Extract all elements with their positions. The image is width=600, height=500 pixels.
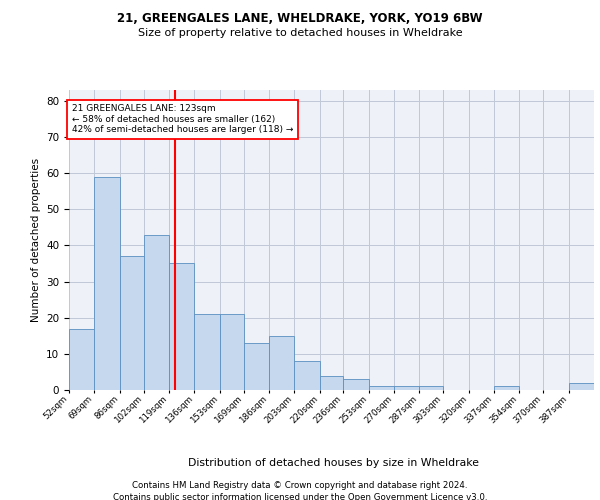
Bar <box>220 314 244 390</box>
Text: 21, GREENGALES LANE, WHELDRAKE, YORK, YO19 6BW: 21, GREENGALES LANE, WHELDRAKE, YORK, YO… <box>117 12 483 26</box>
Bar <box>169 264 194 390</box>
Bar <box>419 386 443 390</box>
Bar <box>569 383 594 390</box>
Bar <box>143 234 169 390</box>
Bar <box>94 176 120 390</box>
Bar <box>320 376 343 390</box>
Bar <box>244 343 269 390</box>
Bar <box>494 386 520 390</box>
Y-axis label: Number of detached properties: Number of detached properties <box>31 158 41 322</box>
Bar <box>194 314 220 390</box>
Bar <box>69 328 94 390</box>
Bar <box>269 336 294 390</box>
Text: Size of property relative to detached houses in Wheldrake: Size of property relative to detached ho… <box>137 28 463 38</box>
Bar <box>120 256 143 390</box>
Text: Distribution of detached houses by size in Wheldrake: Distribution of detached houses by size … <box>188 458 479 468</box>
Bar <box>394 386 419 390</box>
Bar <box>369 386 394 390</box>
Text: 21 GREENGALES LANE: 123sqm
← 58% of detached houses are smaller (162)
42% of sem: 21 GREENGALES LANE: 123sqm ← 58% of deta… <box>72 104 293 134</box>
Text: Contains public sector information licensed under the Open Government Licence v3: Contains public sector information licen… <box>113 492 487 500</box>
Text: Contains HM Land Registry data © Crown copyright and database right 2024.: Contains HM Land Registry data © Crown c… <box>132 481 468 490</box>
Bar <box>294 361 320 390</box>
Bar <box>343 379 369 390</box>
